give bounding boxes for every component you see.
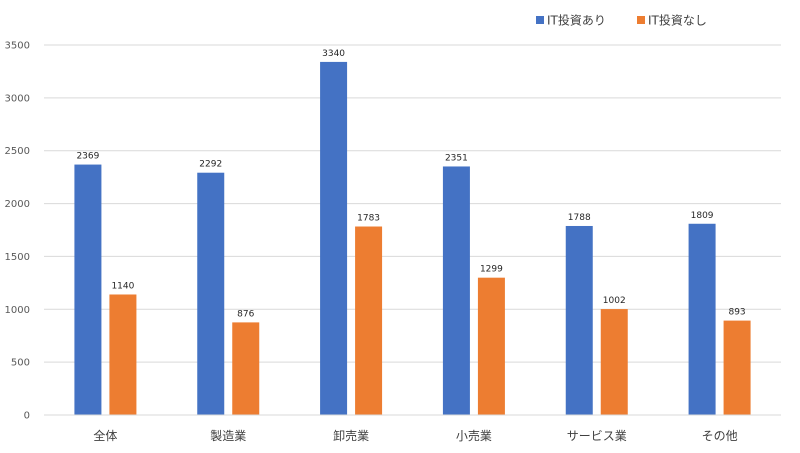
- bar: [600, 309, 628, 415]
- x-tick-label: サービス業: [567, 429, 627, 443]
- y-tick-label: 0: [24, 411, 30, 422]
- gridlines: [44, 44, 781, 363]
- legend-label: IT投資なし: [648, 13, 707, 28]
- bar: [197, 172, 225, 415]
- data-label: 1140: [111, 281, 134, 291]
- data-label: 876: [237, 309, 254, 319]
- legend-swatch: [536, 16, 544, 24]
- legend-swatch: [637, 16, 645, 24]
- y-tick-label: 3500: [5, 41, 30, 52]
- y-tick-label: 2500: [5, 146, 30, 157]
- data-label: 1788: [568, 213, 591, 223]
- legend-label: IT投資あり: [547, 13, 606, 28]
- bar: [232, 322, 260, 415]
- data-labels: 2369 1140 2292 876 3340 1783 2351 1299 1788 1002 1…: [76, 49, 745, 319]
- x-axis-ticks: 全体 製造業 卸売業 小売業 サービス業 その他: [93, 428, 737, 443]
- bar: [723, 320, 751, 415]
- y-tick-label: 500: [11, 358, 30, 369]
- bar: [355, 226, 383, 415]
- y-tick-label: 1000: [5, 305, 30, 316]
- x-tick-label: その他: [702, 429, 738, 443]
- data-label: 1809: [691, 211, 714, 221]
- data-label: 2351: [445, 153, 468, 163]
- bar: [320, 61, 348, 416]
- x-tick-label: 卸売業: [333, 428, 369, 443]
- data-label: 2292: [199, 160, 222, 170]
- legend: IT投資あり IT投資なし: [536, 13, 707, 28]
- bar: [109, 294, 137, 415]
- bar: [74, 164, 102, 415]
- x-tick-label: 製造業: [210, 429, 246, 443]
- y-axis-ticks: 0 500 1000 1500 2000 2500 3000 3500: [5, 41, 30, 422]
- bar: [477, 277, 505, 415]
- y-tick-label: 1500: [5, 252, 30, 263]
- data-label: 1783: [357, 214, 380, 224]
- bars: [74, 61, 751, 416]
- x-tick-label: 小売業: [456, 428, 492, 443]
- bar: [442, 166, 470, 415]
- data-label: 1299: [480, 265, 503, 275]
- data-label: 1002: [603, 296, 626, 306]
- data-label: 3340: [322, 49, 345, 59]
- y-tick-label: 2000: [5, 199, 30, 210]
- bar: [688, 223, 716, 415]
- y-tick-label: 3000: [5, 93, 30, 104]
- x-tick-label: 全体: [93, 428, 117, 443]
- data-label: 893: [728, 308, 745, 318]
- data-label: 2369: [76, 152, 99, 162]
- bar: [565, 225, 593, 415]
